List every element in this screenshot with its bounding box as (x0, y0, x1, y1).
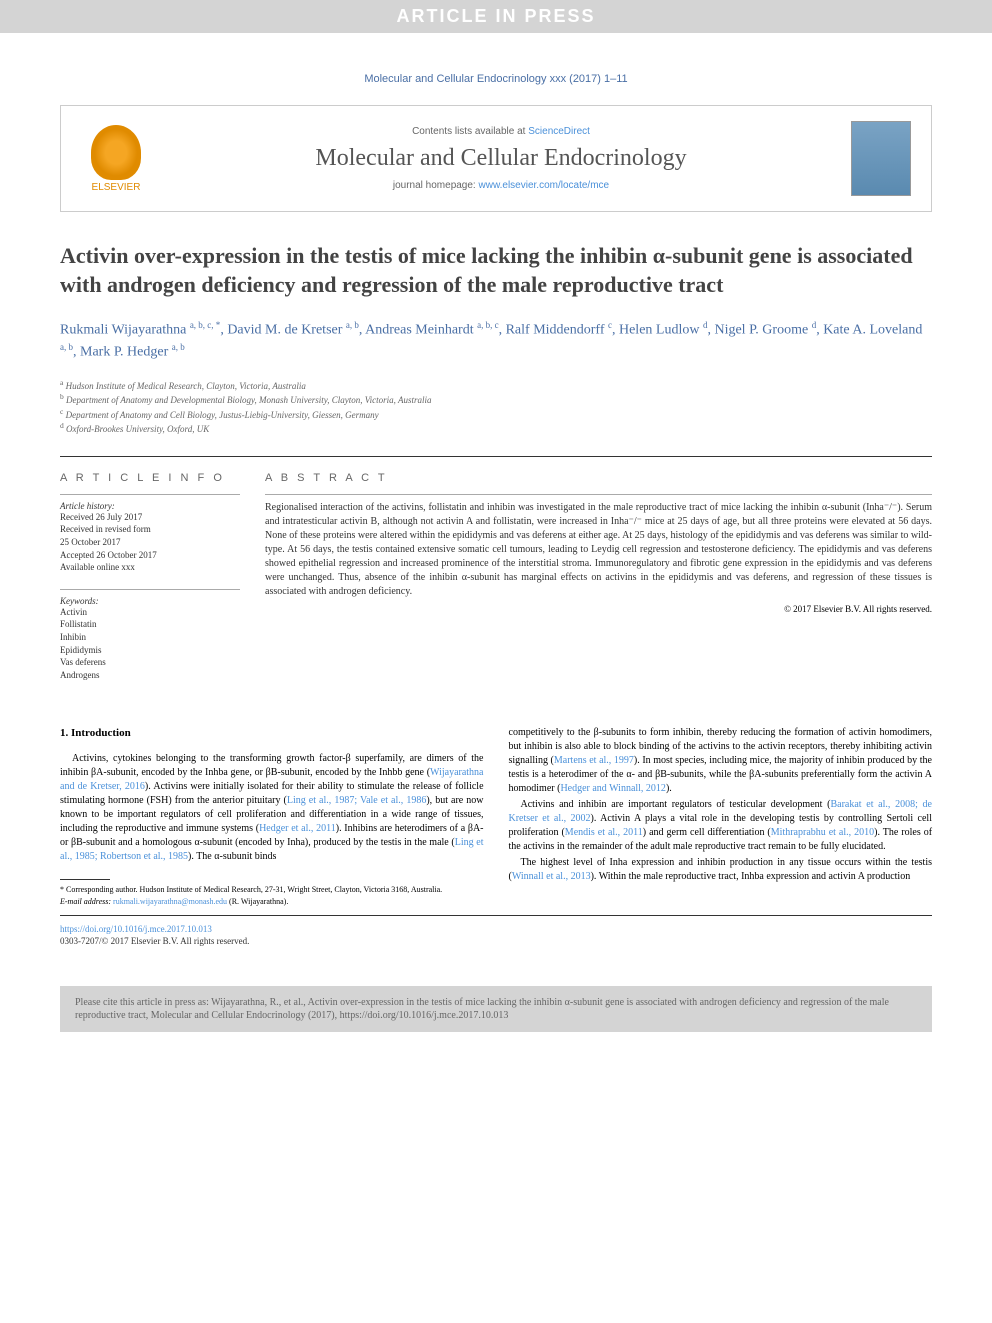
citation-link[interactable]: Martens et al., 1997 (554, 755, 634, 766)
abstract-column: A B S T R A C T Regionalised interaction… (265, 472, 932, 697)
keywords-label: Keywords: (60, 596, 240, 606)
elsevier-label: ELSEVIER (92, 182, 141, 193)
email-footnote: E-mail address: rukmali.wijayarathna@mon… (60, 897, 484, 907)
contents-prefix: Contents lists available at (412, 126, 528, 137)
affiliations: a Hudson Institute of Medical Research, … (60, 378, 932, 436)
email-link[interactable]: rukmali.wijayarathna@monash.edu (113, 897, 227, 906)
intro-p1: Activins, cytokines belonging to the tra… (60, 752, 484, 864)
page-content: Molecular and Cellular Endocrinology xxx… (0, 33, 992, 966)
homepage-prefix: journal homepage: (393, 180, 479, 191)
doi-link[interactable]: https://doi.org/10.1016/j.mce.2017.10.01… (60, 924, 932, 934)
intro-p3: Activins and inhibin are important regul… (509, 798, 933, 854)
affiliation-a: a Hudson Institute of Medical Research, … (60, 378, 932, 393)
history-label: Article history: (60, 501, 240, 511)
sciencedirect-link[interactable]: ScienceDirect (528, 126, 590, 137)
affiliation-d: d Oxford-Brookes University, Oxford, UK (60, 421, 932, 436)
corresponding-author-footnote: * Corresponding author. Hudson Institute… (60, 885, 484, 895)
article-history-block: Article history: Received 26 July 2017Re… (60, 494, 240, 574)
journal-header-box: ELSEVIER Contents lists available at Sci… (60, 105, 932, 212)
intro-heading: 1. Introduction (60, 726, 484, 741)
affiliation-b: b Department of Anatomy and Developmenta… (60, 392, 932, 407)
abstract-text: Regionalised interaction of the activins… (265, 494, 932, 599)
history-text: Received 26 July 2017Received in revised… (60, 511, 240, 574)
citation-link[interactable]: Hedger et al., 2011 (259, 823, 336, 834)
citation-link[interactable]: Hedger and Winnall, 2012 (560, 783, 666, 794)
citation-link[interactable]: Ling et al., 1987; Vale et al., 1986 (287, 795, 426, 806)
intro-p4: The highest level of Inha expression and… (509, 856, 933, 884)
info-abstract-row: A R T I C L E I N F O Article history: R… (60, 456, 932, 697)
header-center: Contents lists available at ScienceDirec… (151, 126, 851, 191)
body-column-right: competitively to the β-subunits to form … (509, 726, 933, 909)
author-list: Rukmali Wijayarathna a, b, c, *, David M… (60, 319, 932, 362)
article-title: Activin over-expression in the testis of… (60, 242, 932, 299)
abstract-copyright: © 2017 Elsevier B.V. All rights reserved… (265, 604, 932, 614)
keywords-block: Keywords: ActivinFollistatinInhibinEpidi… (60, 589, 240, 682)
intro-p2: competitively to the β-subunits to form … (509, 726, 933, 796)
contents-line: Contents lists available at ScienceDirec… (151, 126, 851, 137)
journal-cover-thumbnail (851, 121, 911, 196)
journal-reference: Molecular and Cellular Endocrinology xxx… (60, 73, 932, 85)
elsevier-tree-icon (91, 125, 141, 180)
article-info-heading: A R T I C L E I N F O (60, 472, 240, 484)
elsevier-logo: ELSEVIER (81, 125, 151, 193)
homepage-line: journal homepage: www.elsevier.com/locat… (151, 180, 851, 191)
body-column-left: 1. Introduction Activins, cytokines belo… (60, 726, 484, 909)
citation-link[interactable]: Mendis et al., 2011 (565, 827, 643, 838)
journal-name: Molecular and Cellular Endocrinology (151, 145, 851, 172)
article-in-press-banner: ARTICLE IN PRESS (0, 0, 992, 33)
issn-copyright: 0303-7207/© 2017 Elsevier B.V. All right… (60, 936, 932, 946)
citation-link[interactable]: Winnall et al., 2013 (512, 871, 591, 882)
affiliation-c: c Department of Anatomy and Cell Biology… (60, 407, 932, 422)
citation-box: Please cite this article in press as: Wi… (60, 986, 932, 1032)
citation-link[interactable]: Mithraprabhu et al., 2010 (771, 827, 874, 838)
footnote-separator (60, 879, 110, 880)
article-info-column: A R T I C L E I N F O Article history: R… (60, 472, 240, 697)
keywords-text: ActivinFollistatinInhibinEpididymisVas d… (60, 606, 240, 682)
body-columns: 1. Introduction Activins, cytokines belo… (60, 726, 932, 915)
homepage-link[interactable]: www.elsevier.com/locate/mce (479, 180, 610, 191)
abstract-heading: A B S T R A C T (265, 472, 932, 484)
